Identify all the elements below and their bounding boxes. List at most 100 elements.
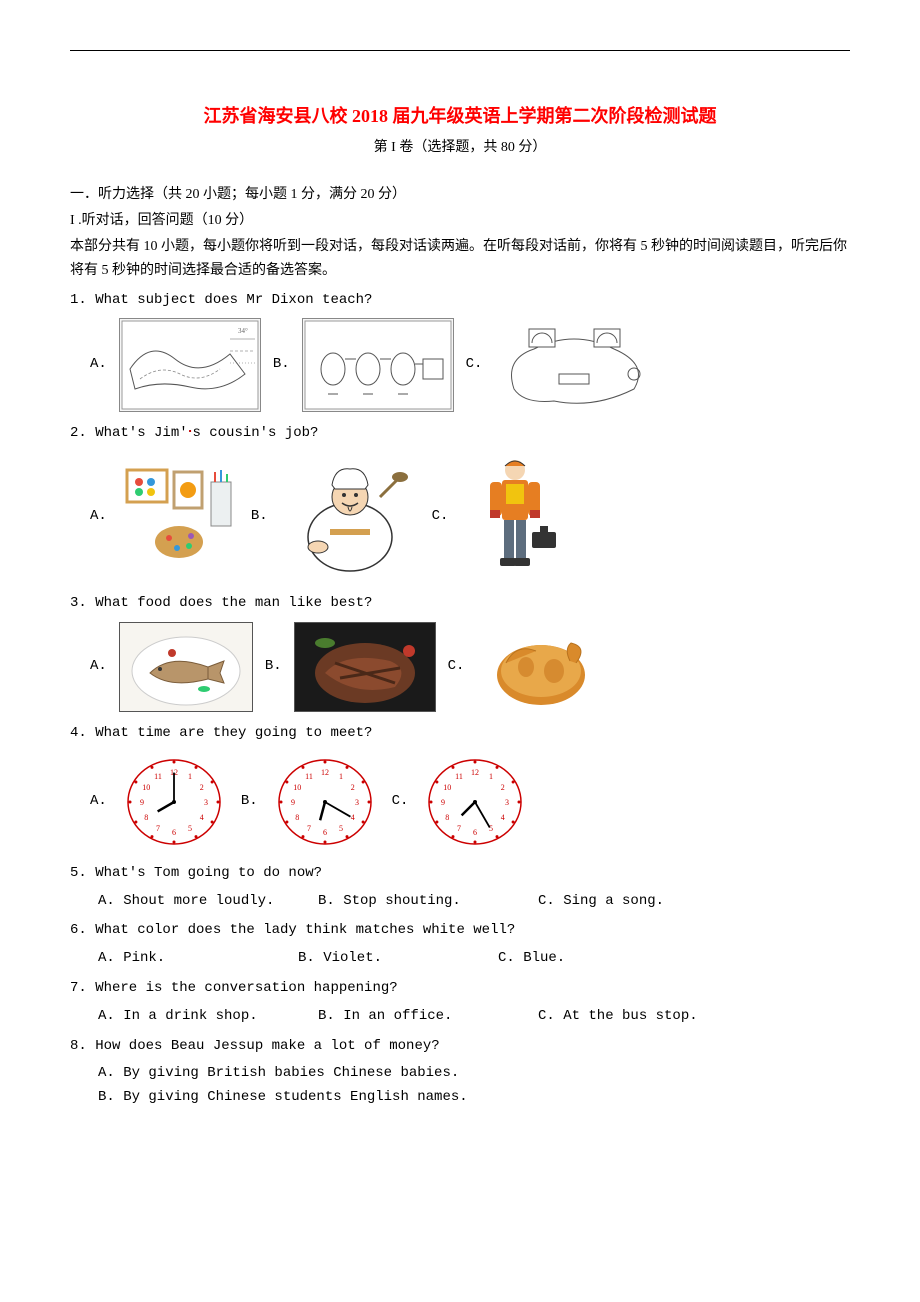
q2-image-b: [280, 457, 420, 577]
q4-clock-a: 121234567891011: [119, 752, 229, 852]
q6-option-a: A. Pink.: [98, 947, 298, 971]
intro-text: 本部分共有 10 小题，每小题你将听到一段对话，每段对话读两遍。在听每段对话前，…: [70, 235, 850, 283]
q1-options: A. 34° B. C.: [90, 318, 850, 412]
q1-label-b: B.: [273, 353, 290, 377]
artist-icon: [119, 462, 239, 572]
q7-option-a: A. In a drink shop.: [98, 1005, 318, 1029]
q4-label-c: C.: [392, 790, 409, 814]
page-subtitle: 第 I 卷（选择题，共 80 分）: [70, 136, 850, 160]
svg-text:10: 10: [444, 783, 452, 792]
svg-text:5: 5: [188, 824, 192, 833]
q5-option-c: C. Sing a song.: [538, 890, 758, 914]
q7-options: A. In a drink shop. B. In an office. C. …: [98, 1005, 850, 1029]
q5-option-a: A. Shout more loudly.: [98, 890, 318, 914]
q4-label-b: B.: [241, 790, 258, 814]
svg-text:4: 4: [501, 813, 505, 822]
q6-option-b: B. Violet.: [298, 947, 498, 971]
svg-text:10: 10: [293, 783, 301, 792]
svg-text:8: 8: [446, 813, 450, 822]
section-heading-1: 一．听力选择（共 20 小题；每小题 1 分，满分 20 分）: [70, 183, 850, 207]
q1-label-a: A.: [90, 353, 107, 377]
map-icon: 34°: [120, 319, 260, 411]
question-6: 6. What color does the lady think matche…: [70, 919, 850, 943]
apparatus-icon: [303, 319, 453, 411]
q2-options: A. B. C.: [90, 452, 850, 582]
q1-image-c: [494, 319, 654, 411]
q3-image-a: [119, 622, 253, 712]
q2-image-c: [460, 452, 570, 582]
question-5: 5. What's Tom going to do now?: [70, 862, 850, 886]
section-heading-1-sub: I .听对话，回答问题（10 分）: [70, 209, 850, 233]
q6-options: A. Pink. B. Violet. C. Blue.: [98, 947, 850, 971]
svg-text:4: 4: [200, 813, 204, 822]
question-3: 3. What food does the man like best?: [70, 592, 850, 616]
svg-text:9: 9: [140, 798, 144, 807]
q1-image-b: [302, 318, 454, 412]
svg-text:5: 5: [339, 824, 343, 833]
svg-text:8: 8: [144, 813, 148, 822]
chicken-icon: [476, 623, 606, 711]
svg-text:6: 6: [323, 828, 327, 837]
q7-option-c: C. At the bus stop.: [538, 1005, 758, 1029]
page-title: 江苏省海安县八校 2018 届九年级英语上学期第二次阶段检测试题: [70, 101, 850, 132]
q2-image-a: [119, 462, 239, 572]
q6-option-c: C. Blue.: [498, 947, 718, 971]
svg-text:12: 12: [471, 768, 479, 777]
svg-text:3: 3: [355, 798, 359, 807]
top-rule: [70, 50, 850, 51]
q3-options: A. B. C.: [90, 622, 850, 712]
q2-text-b: s cousin's job?: [192, 425, 318, 441]
question-4: 4. What time are they going to meet?: [70, 722, 850, 746]
svg-text:3: 3: [204, 798, 208, 807]
q4-options: A. 121234567891011 B. 121234567891011 C.…: [90, 752, 850, 852]
q4-label-a: A.: [90, 790, 107, 814]
q4-clock-c: 121234567891011: [420, 752, 530, 852]
q3-label-a: A.: [90, 655, 107, 679]
svg-text:2: 2: [200, 783, 204, 792]
svg-text:1: 1: [339, 772, 343, 781]
q1-image-a: 34°: [119, 318, 261, 412]
q3-image-c: [476, 623, 606, 711]
svg-text:6: 6: [473, 828, 477, 837]
svg-text:8: 8: [295, 813, 299, 822]
q8-option-a: A. By giving British babies Chinese babi…: [98, 1062, 850, 1086]
question-1: 1. What subject does Mr Dixon teach?: [70, 289, 850, 313]
svg-text:7: 7: [156, 824, 160, 833]
q5-option-b: B. Stop shouting.: [318, 890, 538, 914]
svg-text:3: 3: [505, 798, 509, 807]
svg-text:1: 1: [489, 772, 493, 781]
svg-text:4: 4: [350, 813, 354, 822]
q5-options: A. Shout more loudly. B. Stop shouting. …: [98, 890, 850, 914]
svg-text:7: 7: [307, 824, 311, 833]
svg-text:11: 11: [456, 772, 464, 781]
q3-label-c: C.: [448, 655, 465, 679]
fish-icon: [120, 623, 252, 711]
svg-text:34°: 34°: [238, 327, 248, 335]
svg-text:6: 6: [172, 828, 176, 837]
q3-image-b: [294, 622, 436, 712]
svg-text:10: 10: [142, 783, 150, 792]
q1-label-c: C.: [466, 353, 483, 377]
q8-option-b: B. By giving Chinese students English na…: [98, 1086, 850, 1110]
chef-icon: [280, 457, 420, 577]
q7-option-b: B. In an office.: [318, 1005, 538, 1029]
q2-label-b: B.: [251, 505, 268, 529]
svg-text:9: 9: [441, 798, 445, 807]
svg-text:11: 11: [154, 772, 162, 781]
svg-text:5: 5: [489, 824, 493, 833]
svg-text:2: 2: [501, 783, 505, 792]
question-2: 2. What's Jim'▪s cousin's job?: [70, 422, 850, 446]
q4-clock-b: 121234567891011: [270, 752, 380, 852]
svg-text:9: 9: [291, 798, 295, 807]
steak-icon: [295, 623, 435, 711]
circuit-icon: [494, 319, 654, 411]
svg-text:1: 1: [188, 772, 192, 781]
svg-text:2: 2: [350, 783, 354, 792]
q2-label-c: C.: [432, 505, 449, 529]
svg-text:12: 12: [321, 768, 329, 777]
worker-icon: [460, 452, 570, 582]
svg-text:7: 7: [457, 824, 461, 833]
svg-text:11: 11: [305, 772, 313, 781]
q2-text-a: 2. What's Jim': [70, 425, 188, 441]
question-7: 7. Where is the conversation happening?: [70, 977, 850, 1001]
